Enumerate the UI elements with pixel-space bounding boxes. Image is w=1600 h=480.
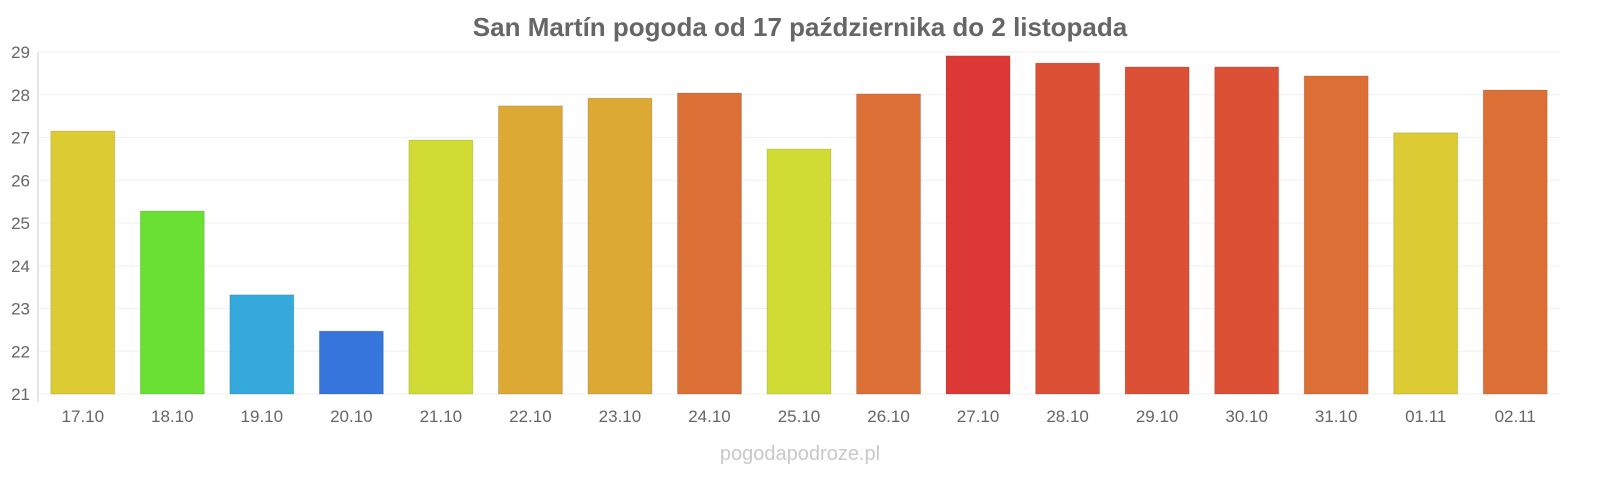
x-tick-label: 27.10 — [957, 407, 1000, 426]
y-tick-label: 22 — [11, 342, 30, 361]
bar-20.10 — [318, 330, 384, 395]
x-tick-label: 28.10 — [1046, 407, 1089, 426]
x-tick-label: 22.10 — [509, 407, 552, 426]
bar-02.11 — [1482, 89, 1548, 395]
bar-01.11 — [1393, 132, 1459, 395]
bar-25.10 — [766, 148, 832, 395]
x-tick-label: 20.10 — [330, 407, 373, 426]
bar-29.10 — [1124, 66, 1190, 395]
x-tick-label: 26.10 — [867, 407, 910, 426]
y-tick-label: 27 — [11, 129, 30, 148]
chart-title: San Martín pogoda od 17 października do … — [473, 12, 1128, 42]
x-tick-label: 01.11 — [1405, 407, 1446, 426]
x-tick-label: 29.10 — [1136, 407, 1179, 426]
bar-27.10 — [945, 55, 1011, 395]
y-tick-label: 26 — [11, 171, 30, 190]
x-tick-label: 19.10 — [241, 407, 284, 426]
y-tick-label: 23 — [11, 300, 30, 319]
x-tick-label: 21.10 — [420, 407, 463, 426]
x-tick-label: 02.11 — [1495, 407, 1536, 426]
bar-31.10 — [1303, 75, 1369, 395]
bar-22.10 — [497, 105, 563, 395]
credit-text: pogodapodroze.pl — [720, 443, 880, 465]
y-tick-label: 21 — [11, 385, 30, 404]
x-tick-label: 18.10 — [151, 407, 194, 426]
y-tick-label: 25 — [11, 214, 30, 233]
x-tick-label: 25.10 — [778, 407, 821, 426]
x-tick-label: 23.10 — [599, 407, 642, 426]
bar-21.10 — [408, 139, 474, 395]
bar-19.10 — [229, 294, 295, 395]
bar-23.10 — [587, 97, 653, 395]
y-tick-label: 28 — [11, 86, 30, 105]
bar-26.10 — [856, 93, 922, 395]
bar-18.10 — [139, 210, 205, 395]
x-tick-label: 24.10 — [688, 407, 731, 426]
bar-30.10 — [1214, 66, 1280, 395]
bar-28.10 — [1035, 62, 1101, 395]
y-tick-label: 24 — [11, 257, 30, 276]
bar-24.10 — [676, 92, 742, 395]
x-tick-label: 31.10 — [1315, 407, 1358, 426]
x-tick-label: 17.10 — [61, 407, 104, 426]
x-tick-label: 30.10 — [1225, 407, 1268, 426]
bar-17.10 — [50, 130, 116, 395]
y-tick-label: 29 — [11, 43, 30, 62]
